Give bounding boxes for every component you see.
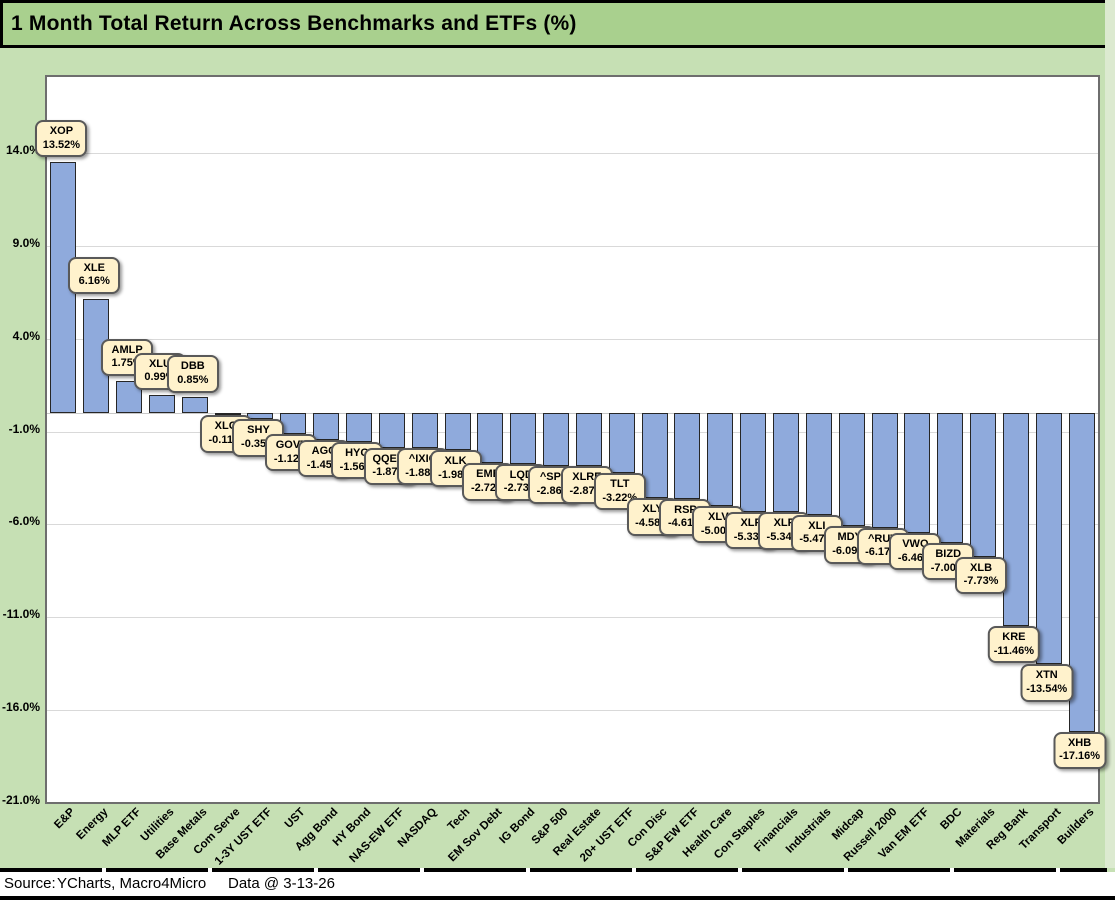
y-tick-label: -6.0%	[8, 514, 40, 529]
y-tick-label: -11.0%	[2, 607, 40, 622]
callout-kre: KRE -11.46%	[987, 625, 1041, 664]
bar-xlv	[707, 413, 734, 506]
callout-xtn: XTN -13.54%	[1020, 664, 1074, 702]
callout-xlb: XLB -7.73%	[955, 556, 1008, 594]
callout-ticker: HYG	[345, 446, 369, 459]
data-date-stamp: Data @ 3-13-26	[228, 875, 335, 892]
callout-ticker: AGG	[311, 444, 337, 457]
callout-value: -13.54%	[1026, 683, 1068, 696]
x-tick-label: UST	[283, 806, 308, 831]
callout-ticker: TLT	[610, 477, 630, 490]
callout-dbb: DBB 0.85%	[166, 355, 219, 393]
x-tick-label: BDC	[938, 806, 965, 833]
callout-ticker: XLV	[708, 510, 729, 523]
callout-ticker: LQD	[509, 468, 533, 481]
column-border-line	[0, 868, 1107, 872]
callout-ticker: XLI	[808, 519, 826, 532]
bar-xtn	[1035, 413, 1062, 665]
callout-xle: XLE 6.16%	[68, 256, 121, 295]
callout-ticker: SHY	[247, 424, 270, 437]
callout-ticker: VWO	[902, 537, 929, 550]
chart-title-bar: 1 Month Total Return Across Benchmarks a…	[0, 0, 1105, 48]
callout-ticker: XLE	[83, 261, 105, 274]
bar-xli	[805, 413, 832, 515]
x-tick-label: Tech	[445, 806, 473, 833]
callout-ticker: XLK	[444, 454, 467, 467]
y-tick-label: -16.0%	[1, 700, 40, 715]
bar-xlb	[970, 413, 997, 557]
callout-ticker: XLP	[740, 516, 762, 529]
gridline	[47, 617, 1098, 619]
gridline	[47, 153, 1098, 155]
page-title: 1 Month Total Return Across Benchmarks a…	[11, 12, 577, 35]
callout-ticker: AMLP	[111, 343, 143, 356]
bar-xlp	[740, 413, 767, 512]
callout-xop: XOP 13.52%	[35, 119, 88, 158]
bar-tlt	[608, 413, 635, 473]
gridline	[47, 245, 1098, 247]
bar-vwo	[904, 413, 931, 533]
callout-ticker: XLB	[970, 561, 993, 574]
bar-xlu	[148, 394, 175, 413]
bar-xly	[641, 413, 668, 499]
callout-ticker: XTN	[1035, 669, 1058, 682]
bar-kre	[1002, 413, 1029, 626]
gridline	[47, 431, 1098, 433]
bar-agg	[313, 413, 340, 440]
y-tick-label: 9.0%	[12, 235, 40, 250]
y-tick-label: 4.0%	[12, 328, 40, 343]
callout-xhb: XHB -17.16%	[1053, 731, 1107, 770]
bar-rut	[871, 413, 898, 528]
callout-value: -17.16%	[1059, 750, 1101, 763]
x-tick-label: 1-3Y UST ETF	[213, 806, 275, 868]
callout-ticker: XLC	[214, 420, 237, 433]
callout-ticker: XLU	[148, 357, 171, 370]
x-tick-label: E&P	[52, 806, 78, 832]
callout-value: 0.85%	[177, 373, 209, 386]
callout-ticker: DBB	[180, 360, 205, 373]
bar-bizd	[937, 413, 964, 543]
callout-ticker: XOP	[49, 124, 74, 137]
gridline	[47, 338, 1098, 340]
bar-lqd	[510, 413, 537, 464]
callout-ticker: RSP	[674, 503, 697, 516]
bar-qqew	[378, 413, 405, 448]
bar-mdy	[838, 413, 865, 527]
bar-rsp	[674, 413, 701, 499]
callout-ticker: KRE	[1002, 630, 1026, 643]
callout-value: 6.16%	[78, 275, 110, 288]
callout-ticker: EMB	[476, 468, 501, 481]
callout-value: -7.73%	[963, 575, 999, 588]
y-tick-label: -21.0%	[1, 792, 40, 807]
bottom-border-line	[0, 896, 1115, 900]
callout-value: -11.46%	[993, 644, 1035, 657]
y-tick-label: 14.0%	[5, 143, 40, 158]
bar-xlre	[575, 413, 602, 467]
footer-bar: Source: YCharts, Macro4Micro Data @ 3-13…	[0, 872, 1115, 896]
callout-value: 13.52%	[42, 138, 81, 151]
y-tick-label: -1.0%	[8, 421, 40, 436]
bar-dbb	[181, 397, 208, 413]
bar-xlk	[444, 413, 471, 450]
zero-axis-line	[47, 413, 1098, 414]
callout-ticker: XLY	[642, 503, 663, 516]
bar-emb	[477, 413, 504, 464]
callout-ticker: BIZD	[935, 547, 962, 560]
right-margin-strip	[1105, 0, 1115, 868]
bar-xlc	[214, 413, 241, 416]
source-label: Source:	[4, 875, 56, 892]
callout-ticker: XLF	[773, 517, 795, 530]
bar-hyg	[346, 413, 373, 442]
gridline	[47, 524, 1098, 526]
bar-ixic	[411, 413, 438, 448]
callout-ticker: XHB	[1067, 736, 1092, 749]
bar-spx	[543, 413, 570, 467]
callout-ticker: MDY	[837, 531, 862, 544]
source-value: YCharts, Macro4Micro	[57, 875, 207, 892]
bar-xlf	[772, 413, 799, 513]
gridline	[47, 710, 1098, 712]
